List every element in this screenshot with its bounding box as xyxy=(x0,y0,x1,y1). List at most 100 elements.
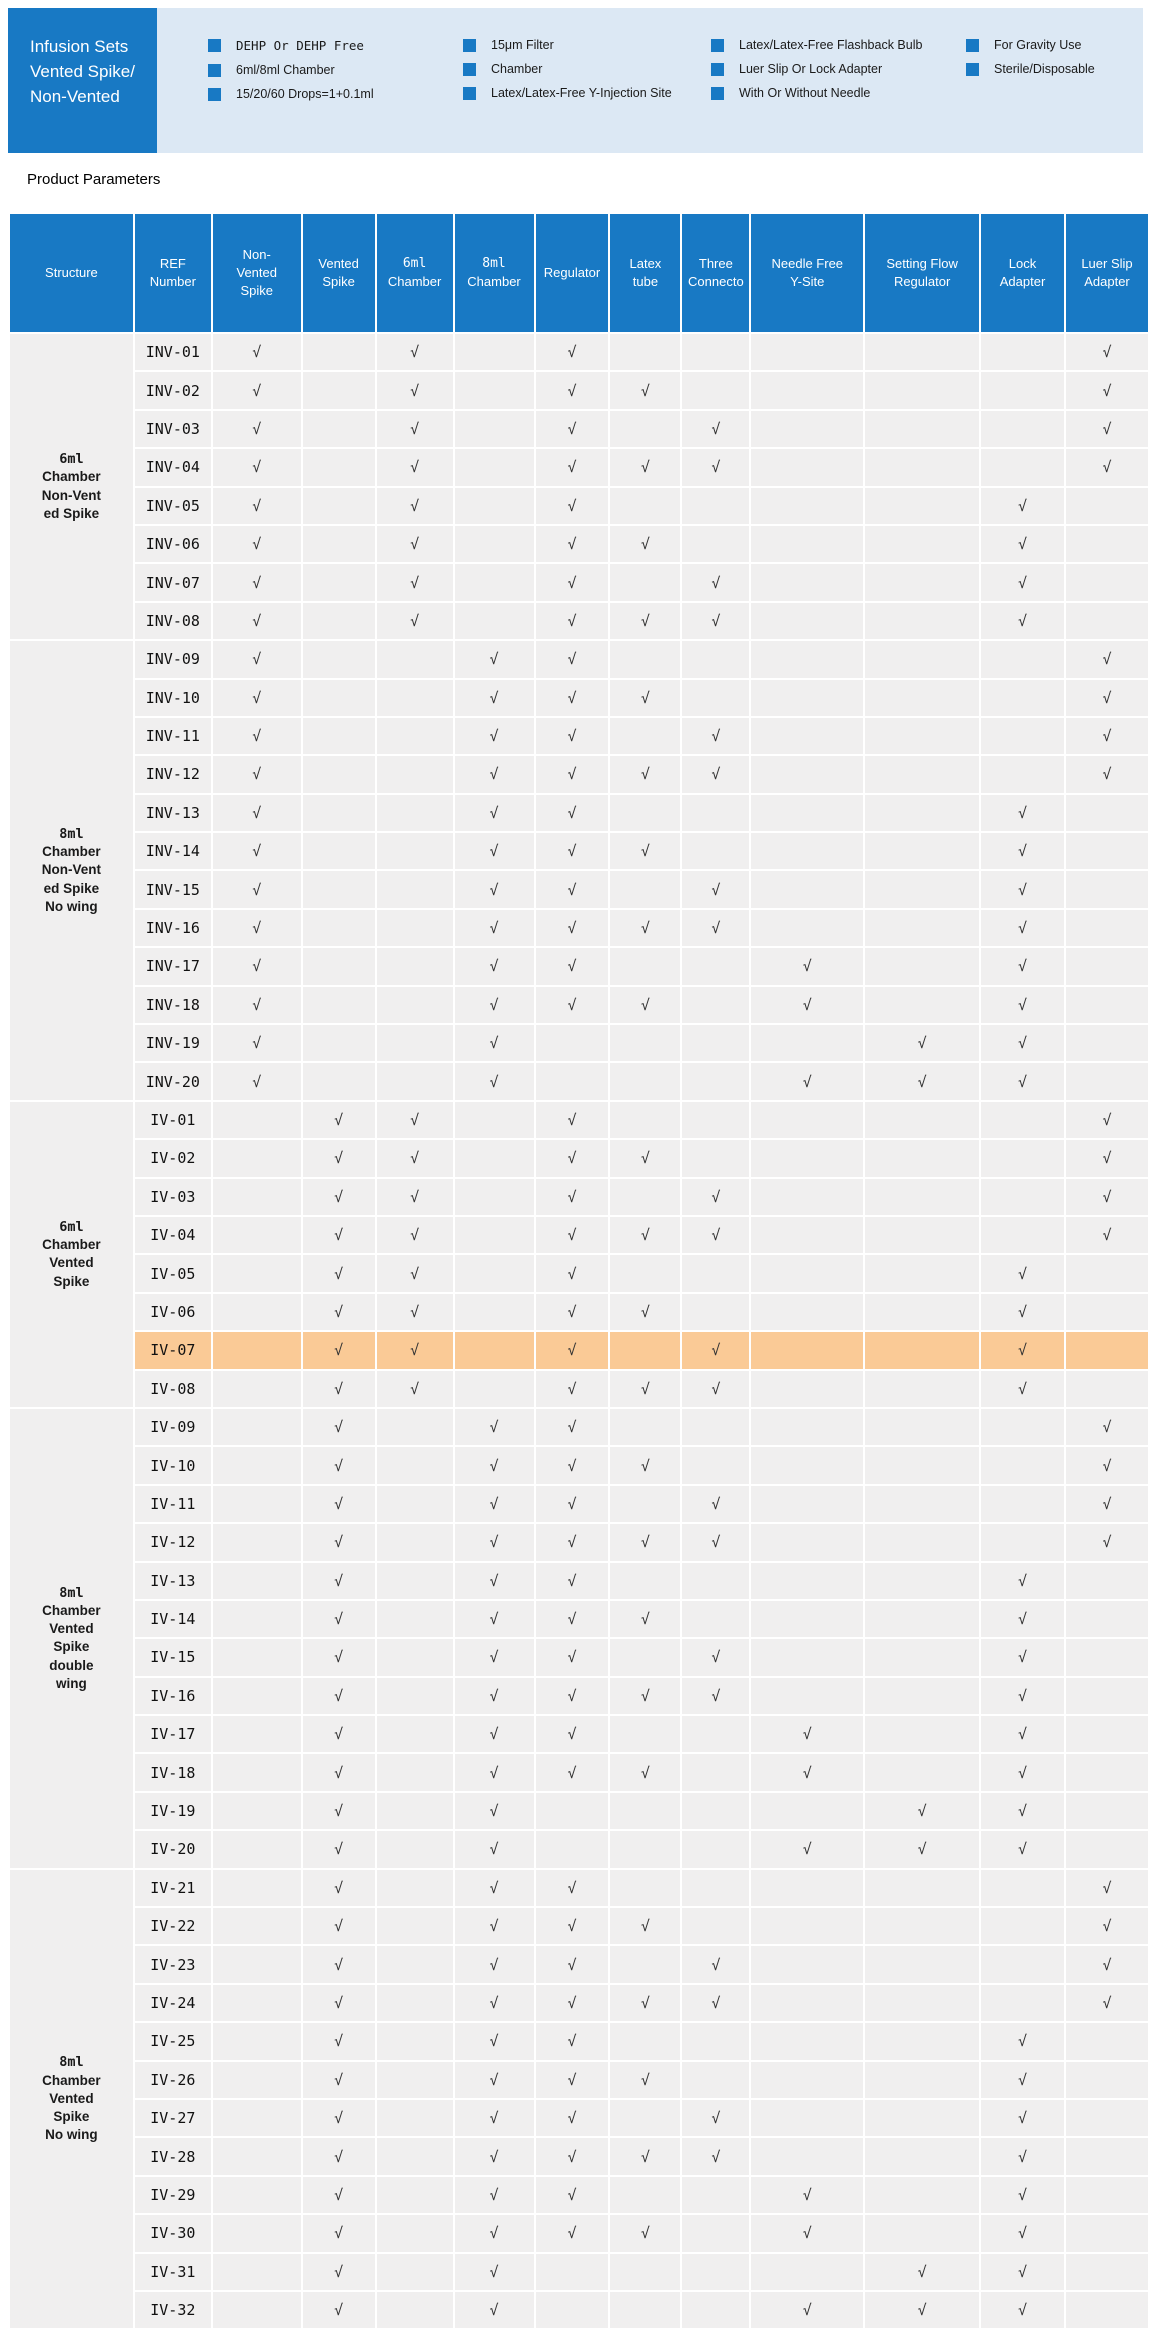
table-row[interactable]: 8ml Chamber Vented Spike double wing IV-09 √ √ √ √ xyxy=(8,1406,1150,1870)
table-row[interactable]: IV-26 √ √ √ √ √ xyxy=(9,2059,1150,2100)
table-row[interactable]: INV-18 √ √ √ √ √ √ xyxy=(9,984,1150,1026)
check-mark-cell: √ xyxy=(608,1445,683,1486)
empty-cell xyxy=(680,1291,752,1333)
empty-cell xyxy=(680,485,752,526)
table-row[interactable]: IV-29 √ √ √ √ √ xyxy=(9,2174,1150,2216)
table-row[interactable]: INV-12 √ √ √ √ √ √ xyxy=(9,754,1150,795)
table-row[interactable]: IV-30 √ √ √ √ √ √ xyxy=(9,2213,1150,2254)
empty-cell xyxy=(374,2059,455,2100)
table-row[interactable]: INV-04 √ √ √ √ √ √ xyxy=(9,447,1150,488)
check-mark-cell: √ xyxy=(608,2136,683,2177)
table-row[interactable]: INV-08 √ √ √ √ √ √ xyxy=(9,600,1150,642)
table-row[interactable]: INV-13 √ √ √ √ xyxy=(9,792,1150,834)
structure-cell: 6ml Chamber Vented Spike xyxy=(8,1099,135,1409)
table-row[interactable]: IV-32 √ √ √ √ √ xyxy=(9,2289,1150,2331)
table-row[interactable]: IV-16 √ √ √ √ √ √ xyxy=(9,1675,1150,1717)
table-row[interactable]: INV-11 √ √ √ √ √ xyxy=(9,715,1150,757)
table-row[interactable]: IV-06 √ √ √ √ √ xyxy=(9,1291,1150,1333)
check-mark-cell: √ xyxy=(452,1752,536,1793)
check-mark-cell: √ xyxy=(979,2174,1066,2216)
check-mark-cell: √ xyxy=(680,408,752,450)
check-mark-cell: √ xyxy=(300,1714,377,1755)
table-row[interactable]: INV-15 √ √ √ √ √ xyxy=(9,869,1150,910)
table-row[interactable]: IV-14 √ √ √ √ √ xyxy=(9,1598,1150,1640)
table-row[interactable]: IV-23 √ √ √ √ √ xyxy=(9,1944,1150,1985)
ref-number-cell: IV-20 xyxy=(132,1829,213,1870)
table-row[interactable]: INV-14 √ √ √ √ √ xyxy=(9,831,1150,872)
empty-cell xyxy=(300,370,377,411)
empty-cell xyxy=(680,370,752,411)
table-row[interactable]: 6ml Chamber Vented Spike IV-01 √ √ √ √ xyxy=(8,1099,1150,1409)
table-row[interactable]: IV-20 √ √ √ √ √ xyxy=(9,1829,1150,1870)
check-mark-cell: √ xyxy=(680,447,752,488)
empty-cell xyxy=(300,331,377,373)
feature-item-label: For Gravity Use xyxy=(994,38,1082,52)
table-row[interactable]: 6ml Chamber Non-Vent ed Spike INV-01 √ √ √ √ xyxy=(8,331,1150,642)
table-row[interactable]: IV-27 √ √ √ √ √ xyxy=(9,2097,1150,2139)
empty-cell xyxy=(452,447,536,488)
empty-cell xyxy=(749,1406,866,1448)
check-mark-cell: √ xyxy=(300,2021,377,2062)
table-row[interactable]: IV-10 √ √ √ √ √ xyxy=(9,1445,1150,1486)
check-mark-cell: √ xyxy=(300,2289,377,2331)
table-row[interactable]: INV-06 √ √ √ √ √ xyxy=(9,523,1150,565)
table-row[interactable]: IV-28 √ √ √ √ √ √ xyxy=(9,2136,1150,2177)
empty-cell xyxy=(863,831,982,872)
table-row[interactable]: IV-24 √ √ √ √ √ √ xyxy=(9,1982,1150,2024)
empty-cell xyxy=(979,1944,1066,1985)
table-row[interactable]: 8ml Chamber Non-Vent ed Spike No wing INV-09 √… xyxy=(8,639,1150,1102)
table-row[interactable]: INV-03 √ √ √ √ √ xyxy=(9,408,1150,450)
table-row[interactable]: IV-11 √ √ √ √ √ xyxy=(9,1483,1150,1525)
empty-cell xyxy=(1063,1368,1150,1409)
table-row[interactable]: IV-05 √ √ √ √ xyxy=(9,1253,1150,1294)
empty-cell xyxy=(210,1675,303,1717)
table-row[interactable]: INV-02 √ √ √ √ √ xyxy=(9,370,1150,411)
empty-cell xyxy=(1063,907,1150,949)
table-row[interactable]: IV-12 √ √ √ √ √ √ xyxy=(9,1522,1150,1563)
empty-cell xyxy=(680,2289,752,2331)
check-mark-cell: √ xyxy=(374,1214,455,1256)
empty-cell xyxy=(749,1368,866,1409)
empty-cell xyxy=(749,1867,866,1909)
ref-number-cell: INV-17 xyxy=(132,946,213,987)
parameters-table: Structure REF Number Non- Vented Spike Vented S… xyxy=(8,212,1150,2331)
check-mark-cell: √ xyxy=(533,831,611,872)
table-row[interactable]: IV-19 √ √ √ √ xyxy=(9,1790,1150,1832)
table-row[interactable]: IV-04 √ √ √ √ √ √ xyxy=(9,1214,1150,1256)
table-row[interactable]: INV-16 √ √ √ √ √ √ xyxy=(9,907,1150,949)
table-row[interactable]: IV-25 √ √ √ √ xyxy=(9,2021,1150,2062)
table-row[interactable]: IV-03 √ √ √ √ √ xyxy=(9,1176,1150,1217)
empty-cell xyxy=(210,1445,303,1486)
check-mark-cell: √ xyxy=(210,754,303,795)
check-mark-cell: √ xyxy=(300,1906,377,1947)
table-row[interactable]: INV-19 √ √ √ √ xyxy=(9,1023,1150,1064)
table-row[interactable]: INV-07 √ √ √ √ √ xyxy=(9,562,1150,603)
empty-cell xyxy=(210,2251,303,2292)
table-row[interactable]: IV-13 √ √ √ √ xyxy=(9,1560,1150,1601)
table-row[interactable]: IV-31 √ √ √ √ xyxy=(9,2251,1150,2292)
empty-cell xyxy=(374,1867,455,1909)
check-mark-cell: √ xyxy=(533,1445,611,1486)
empty-cell xyxy=(979,370,1066,411)
table-row[interactable]: IV-22 √ √ √ √ √ xyxy=(9,1906,1150,1947)
ref-number-cell: IV-22 xyxy=(132,1906,213,1947)
check-mark-cell: √ xyxy=(1063,408,1150,450)
empty-cell xyxy=(979,447,1066,488)
table-row[interactable]: IV-07 √ √ √ √ √ xyxy=(9,1330,1150,1371)
table-row[interactable]: 8ml Chamber Vented Spike No wing IV-21 √ √ √ √ xyxy=(8,1867,1150,2331)
table-row[interactable]: INV-20 √ √ √ √ √ xyxy=(9,1061,1150,1102)
table-row[interactable]: IV-18 √ √ √ √ √ √ xyxy=(9,1752,1150,1793)
check-mark-cell: √ xyxy=(979,1061,1066,1102)
table-row[interactable]: INV-10 √ √ √ √ √ xyxy=(9,677,1150,718)
empty-cell xyxy=(863,2136,982,2177)
feature-item: Latex/Latex-Free Y-Injection Site xyxy=(463,86,672,100)
table-row[interactable]: IV-15 √ √ √ √ √ xyxy=(9,1637,1150,1678)
table-row[interactable]: INV-17 √ √ √ √ √ xyxy=(9,946,1150,987)
empty-cell xyxy=(300,946,377,987)
table-row[interactable]: IV-17 √ √ √ √ √ xyxy=(9,1714,1150,1755)
table-row[interactable]: IV-02 √ √ √ √ √ xyxy=(9,1138,1150,1179)
ref-number-cell: INV-03 xyxy=(132,408,213,450)
table-row[interactable]: INV-05 √ √ √ √ xyxy=(9,485,1150,526)
empty-cell xyxy=(608,1330,683,1371)
table-row[interactable]: IV-08 √ √ √ √ √ √ xyxy=(9,1368,1150,1409)
